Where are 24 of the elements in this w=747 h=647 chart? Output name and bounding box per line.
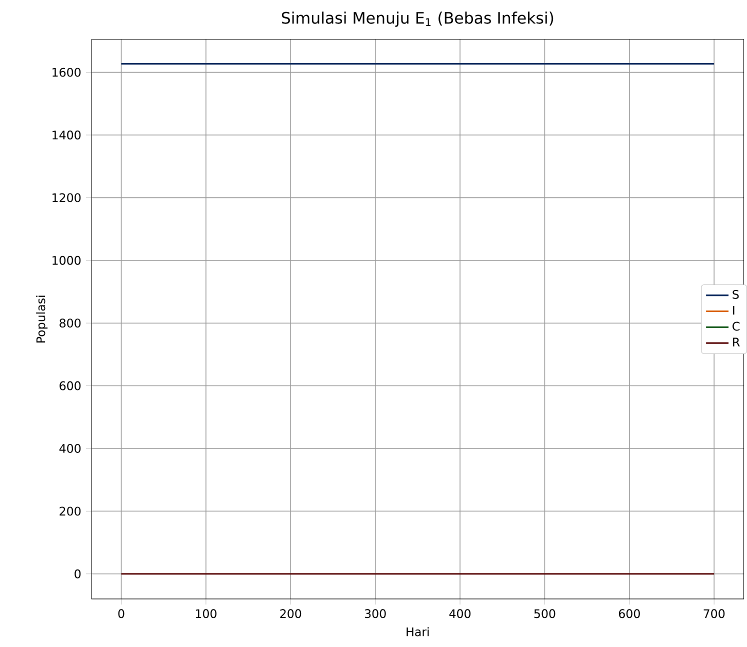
legend-label: S <box>732 290 739 299</box>
y-tick-label: 1000 <box>52 256 81 265</box>
x-tick-label: 600 <box>618 609 640 618</box>
x-axis-title: Hari <box>406 627 429 636</box>
x-tick-label: 700 <box>704 609 725 618</box>
legend-label: I <box>733 306 734 314</box>
legend-label: C <box>732 322 740 331</box>
y-axis-title: Populasi <box>36 296 48 342</box>
y-tick-label: 1200 <box>52 193 81 202</box>
x-tick-label: 500 <box>534 609 556 618</box>
x-tick-label: 400 <box>449 609 471 618</box>
y-tick-label: 200 <box>60 506 81 516</box>
x-tick-label: 200 <box>280 609 302 618</box>
y-tick-label: 0 <box>74 569 81 578</box>
y-tick-label: 600 <box>60 381 81 390</box>
chart-title: Simulasi Menuju E$_{1}$ (Bebas Infeksi) <box>282 12 554 27</box>
y-tick-label: 1600 <box>52 68 81 77</box>
x-tick-label: 100 <box>196 609 216 618</box>
y-tick-label: 800 <box>60 318 81 328</box>
legend-label: R <box>733 338 740 346</box>
y-tick-label: 400 <box>59 444 81 453</box>
y-tick-label: 1400 <box>52 130 81 140</box>
x-tick-label: 300 <box>364 609 386 618</box>
x-tick-label: 0 <box>118 609 124 618</box>
